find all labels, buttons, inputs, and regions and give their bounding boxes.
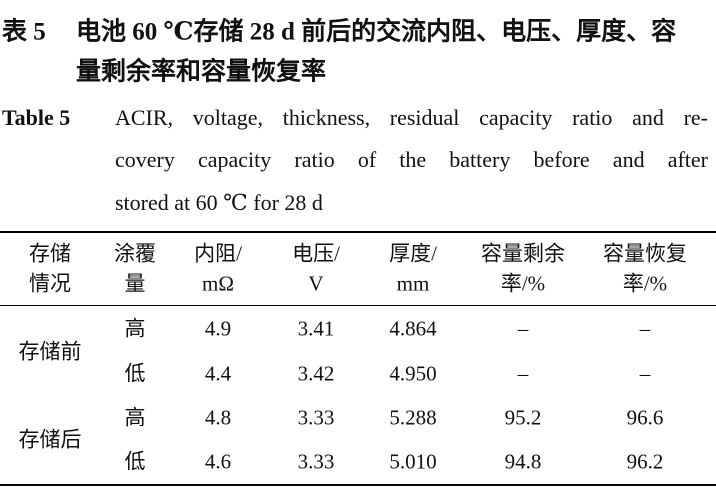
header-cell: mΩ bbox=[202, 271, 234, 296]
group-label: 存储前 bbox=[18, 339, 82, 363]
caption-title: 量剩余率和容量恢复率 bbox=[76, 58, 327, 86]
table-cell: 4.8 bbox=[204, 405, 232, 430]
table-cell: 高 bbox=[124, 405, 146, 430]
table-cell: 3.42 bbox=[297, 361, 335, 386]
header-cell: 内阻/ bbox=[194, 241, 242, 266]
header-cell: 存储 bbox=[29, 241, 71, 266]
caption-en-line: stored at 60 ℃ for 28 d bbox=[115, 190, 323, 215]
caption-en-line: ACIR, voltage, thickness, residual capac… bbox=[115, 105, 708, 130]
header-cell: 率/% bbox=[622, 271, 668, 296]
table-cell: 低 bbox=[124, 361, 146, 386]
table-cell: – bbox=[639, 361, 651, 386]
table-cell: 4.9 bbox=[204, 316, 232, 341]
group-label: 存储后 bbox=[18, 427, 82, 452]
header-cell: 量 bbox=[124, 271, 146, 296]
table-cell: 4.864 bbox=[389, 316, 437, 341]
header-cell: 率/% bbox=[500, 271, 546, 296]
table-cell: 3.41 bbox=[297, 316, 335, 341]
table-cell: 94.8 bbox=[504, 449, 542, 474]
header-cell: 容量剩余 bbox=[481, 241, 565, 266]
table-cell: 95.2 bbox=[504, 405, 542, 430]
bottom-rule bbox=[0, 484, 716, 486]
table-cell: – bbox=[517, 316, 529, 341]
header-cell: mm bbox=[396, 271, 430, 296]
table-cell: 5.010 bbox=[389, 449, 437, 474]
header-cell: V bbox=[308, 271, 324, 296]
caption-label: 表 5 bbox=[2, 18, 46, 46]
caption-en-line: covery capacity ratio of the battery bef… bbox=[115, 147, 708, 172]
table-cell: 3.33 bbox=[297, 405, 335, 430]
header-cell: 电压/ bbox=[292, 241, 340, 266]
table-cell: 4.4 bbox=[204, 361, 232, 386]
header-cell: 涂覆 bbox=[114, 241, 156, 266]
header-cell: 容量恢复 bbox=[603, 241, 687, 266]
table-cell: 低 bbox=[124, 449, 146, 474]
header-rule bbox=[0, 305, 716, 306]
table-cell: 5.288 bbox=[389, 405, 437, 430]
table-cell: 高 bbox=[124, 316, 146, 341]
header-cell: 厚度/ bbox=[389, 241, 437, 266]
caption-title: 电池 60 ℃存储 28 d 前后的交流内阻、电压、厚度、容 bbox=[76, 18, 677, 46]
table-cell: – bbox=[639, 316, 651, 341]
table-cell: 96.2 bbox=[626, 449, 664, 474]
header-cell: 情况 bbox=[29, 271, 71, 296]
table-cell: 96.6 bbox=[626, 405, 664, 430]
table-cell: – bbox=[517, 361, 529, 386]
caption-en-label: Table 5 bbox=[2, 105, 71, 130]
top-rule bbox=[0, 231, 716, 233]
table-cell: 4.6 bbox=[204, 449, 232, 474]
table-cell: 4.950 bbox=[389, 361, 437, 386]
table-cell: 3.33 bbox=[297, 449, 335, 474]
